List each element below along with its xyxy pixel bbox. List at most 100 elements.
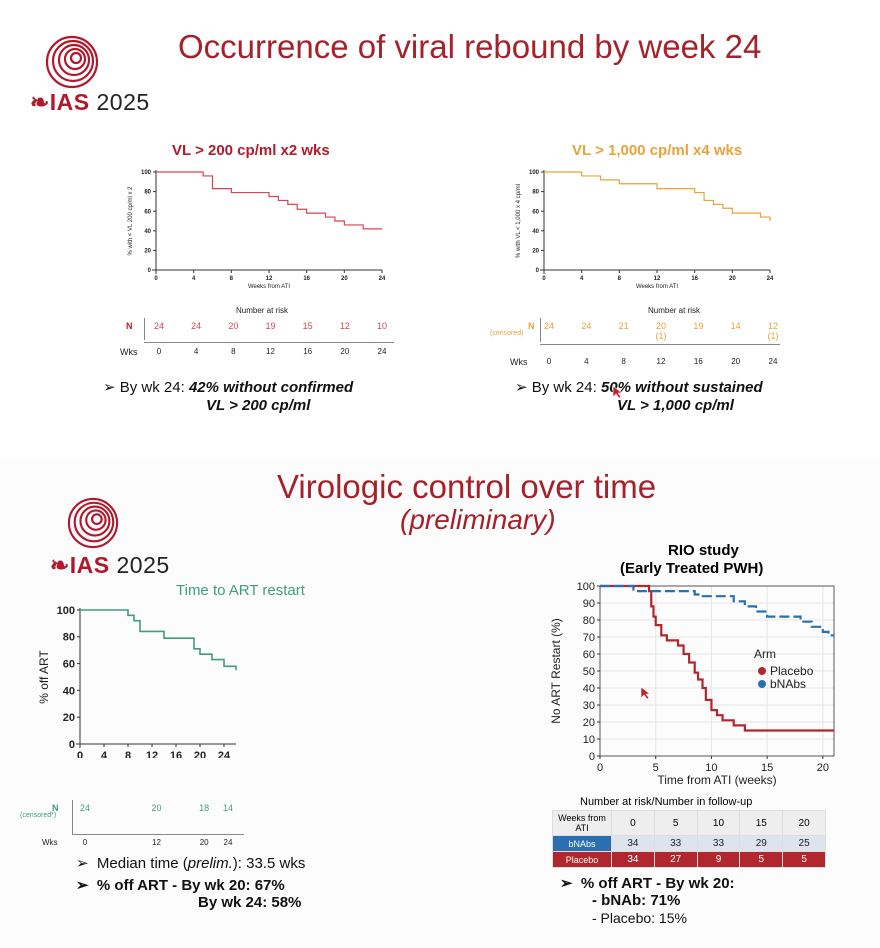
y-tick-label: 60: [583, 649, 595, 661]
bottom-left-bullet-1: ➢ Median time (prelim.): 33.5 wks: [76, 855, 306, 872]
x-tick-label: 20: [729, 276, 736, 282]
risk-week: 4: [193, 347, 199, 356]
x-tick-label: 0: [542, 276, 546, 282]
y-tick-label: 40: [532, 229, 539, 235]
y-tick-label: 0: [589, 751, 595, 763]
y-tick-label: 20: [532, 249, 539, 255]
risk-divider: [72, 834, 244, 835]
bottom-right-bullet-sub2: - Placebo: 15%: [592, 910, 687, 926]
risk-censored-value: (1): [767, 331, 779, 341]
ias-spiral-logo-icon: [45, 35, 99, 89]
y-tick-label: 10: [583, 734, 595, 746]
bottom-left-bullet-2: ➢ % off ART - By wk 20: 67%: [76, 877, 285, 894]
top-right-risk-title: Number at risk: [648, 306, 701, 315]
risk-week: 20: [340, 347, 350, 356]
y-tick-label: 80: [63, 632, 75, 644]
risk-week: 8: [231, 347, 236, 356]
risk-week: 24: [377, 347, 387, 356]
risk-value: 14: [222, 803, 233, 813]
x-tick-label: 10: [705, 762, 717, 774]
y-axis-label: No ART Restart (%): [549, 618, 563, 724]
y-tick-label: 30: [583, 700, 595, 712]
y-tick-label: 20: [583, 717, 595, 729]
risk-value: 24: [191, 321, 202, 331]
ias-logo-text: ❧IAS 2025: [50, 552, 170, 578]
slide-separator: [0, 440, 880, 458]
risk-value: 20: [151, 803, 162, 813]
legend-bnabs-label: bNAbs: [770, 677, 806, 691]
top-left-bullet: ➢ By wk 24: 42% without confirmed: [103, 379, 354, 396]
y-axis-label: % with VL < 1,000 x 4 cp/ml: [516, 184, 522, 258]
y-tick-label: 100: [577, 581, 595, 593]
km-curve-series: [80, 609, 237, 671]
risk-week: 0: [82, 838, 88, 847]
risk-value: 18: [199, 803, 210, 813]
x-tick-label: 8: [230, 276, 234, 282]
x-tick-label: 24: [218, 750, 231, 758]
risk-divider: [540, 318, 541, 342]
x-tick-label: 12: [654, 276, 661, 282]
y-tick-label: 60: [532, 209, 539, 215]
y-tick-label: 100: [529, 170, 540, 176]
rio-week: 10: [696, 810, 741, 836]
rio-week: 20: [782, 810, 826, 836]
x-tick-label: 24: [767, 276, 774, 282]
legend-title: Arm: [754, 647, 776, 661]
top-left-bullet-line2: VL > 200 cp/ml: [206, 397, 311, 414]
y-tick-label: 20: [144, 249, 151, 255]
risk-week: 16: [693, 357, 703, 366]
rio-header-label: Weeks from ATI: [552, 810, 612, 836]
x-axis-label: Weeks from ATI: [248, 284, 290, 290]
risk-wks-label: Wks: [510, 357, 528, 367]
bottom-left-km-chart: 0 20 40 60 80 100 0 4 8 12 16 20 24 % off ART: [37, 605, 237, 758]
x-tick-label: 5: [653, 762, 659, 774]
x-tick-label: 24: [379, 276, 386, 282]
rio-cell: 5: [739, 851, 784, 868]
rio-cell: 33: [696, 835, 741, 852]
top-left-risk-table: N 24 24 20 19 15 12 10 0 4 8 12 16 20 24 Wks: [120, 318, 400, 358]
risk-week: 12: [152, 838, 161, 847]
bottom-right-bullet-sub1: - bNAb: 71%: [592, 892, 681, 909]
x-tick-label: 4: [192, 276, 196, 282]
risk-divider: [144, 318, 145, 340]
y-tick-label: 70: [583, 632, 595, 644]
bottom-right-chart-subtitle: (Early Treated PWH): [620, 560, 764, 577]
risk-divider: [540, 344, 780, 345]
rio-header-row: Weeks from ATI 0 5 10 15 20: [552, 810, 826, 836]
rio-cell: 9: [696, 851, 741, 868]
rio-cell: 34: [611, 851, 655, 868]
risk-value: 20: [655, 321, 666, 331]
risk-value: 24: [581, 321, 592, 331]
bottom-slide-subtitle: (preliminary): [400, 504, 556, 535]
rio-cell: 25: [782, 835, 826, 852]
rio-cell: 34: [611, 835, 655, 852]
x-axis-label: Time from ATI (weeks): [657, 773, 776, 787]
bottom-slide: ❧IAS 2025 Virologic control over time (p…: [0, 458, 880, 948]
risk-week: 16: [303, 347, 313, 356]
risk-week: 4: [584, 357, 589, 366]
legend-placebo-label: Placebo: [770, 664, 814, 678]
risk-label-n: N: [52, 803, 59, 813]
bottom-left-risk-table: N (censored*) 24 20 18 14 0 12 20 24 Wks: [18, 800, 248, 852]
x-tick-label: 16: [170, 750, 182, 758]
risk-label-censored: (censored): [490, 330, 524, 337]
y-tick-label: 40: [583, 683, 595, 695]
rio-cell: 5: [782, 851, 826, 868]
risk-week: 20: [199, 838, 209, 847]
top-right-risk-table: N (censored) 24 24 21 20 (1) 19 14 12 (1) 0 4 8 12 16…: [486, 318, 786, 370]
risk-label-n: N: [528, 321, 535, 331]
risk-divider: [72, 800, 73, 834]
rio-week: 15: [739, 810, 784, 836]
x-tick-label: 0: [154, 276, 158, 282]
risk-week: 8: [621, 357, 626, 366]
risk-wks-label: Wks: [42, 838, 58, 847]
x-tick-label: 4: [101, 750, 108, 758]
km-curve-series: [156, 171, 382, 230]
risk-value: 15: [302, 321, 313, 331]
rio-cell: 29: [739, 835, 784, 852]
x-tick-label: 0: [77, 750, 83, 758]
y-tick-label: 0: [69, 739, 75, 751]
km-curve-series: [544, 171, 771, 221]
mouse-cursor-icon: [612, 385, 623, 399]
top-left-chart-title: VL > 200 cp/ml x2 wks: [172, 142, 330, 159]
